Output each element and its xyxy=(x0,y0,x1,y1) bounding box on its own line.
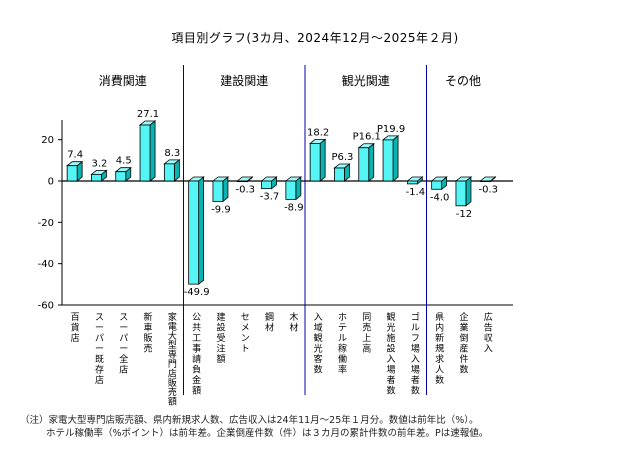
category-label: 新車販売 xyxy=(144,311,153,355)
group-label: 消費関連 xyxy=(99,73,147,88)
data-label: -0.3 xyxy=(235,185,255,196)
category-label: 同売上高 xyxy=(362,312,371,355)
data-label: P16.1 xyxy=(353,132,381,143)
category-label: 百貨店 xyxy=(71,312,80,344)
category-label: スーパー既存店 xyxy=(95,313,104,386)
data-label: 27.1 xyxy=(137,109,159,120)
y-tick-label: -40 xyxy=(38,259,54,270)
footnote-line-2: ホテル稼働率（%ポイント）は前年差。企業倒産件数（件）は３カ月の累計件数の前年差… xyxy=(46,428,489,439)
bar xyxy=(284,176,302,201)
category-label: ゴルフ場入場者数 xyxy=(411,311,420,397)
bar xyxy=(187,176,205,285)
chart-title: 項目別グラフ(3カ月、2024年12月～2025年２月) xyxy=(171,31,459,45)
bar xyxy=(114,166,132,182)
category-label: ホテル稼働率 xyxy=(338,312,347,376)
bar xyxy=(90,169,108,182)
category-label: 木材 xyxy=(289,311,298,334)
category-label: 鋼材 xyxy=(265,311,274,334)
bar xyxy=(260,176,278,190)
bar xyxy=(406,176,424,185)
category-label: 家電大型専門店販売額 xyxy=(168,311,177,408)
data-label: -49.9 xyxy=(184,287,210,298)
bar xyxy=(236,176,254,183)
category-label: 公共工事請負金額 xyxy=(192,312,201,397)
y-tick-label: 20 xyxy=(41,135,54,146)
bar xyxy=(138,120,157,182)
y-tick-label: -60 xyxy=(38,301,54,312)
bar xyxy=(357,142,375,182)
bar xyxy=(211,176,230,203)
category-label: 建設受注額 xyxy=(216,311,225,365)
data-label: -3.7 xyxy=(260,192,280,203)
data-label: -0.3 xyxy=(478,185,498,196)
bar xyxy=(333,163,351,182)
data-label: -8.9 xyxy=(284,202,304,213)
bar xyxy=(381,135,400,182)
data-label: -4.0 xyxy=(430,192,450,203)
data-label: 8.3 xyxy=(164,148,180,159)
category-label: セメント xyxy=(241,312,250,355)
group-label: 観光関連 xyxy=(342,74,390,88)
category-label: 広告収入 xyxy=(484,311,493,355)
bar xyxy=(454,176,473,207)
y-tick-label: 0 xyxy=(48,177,54,188)
data-label: -9.9 xyxy=(211,204,231,215)
bar xyxy=(309,138,327,182)
data-label: 7.4 xyxy=(67,150,83,161)
footnote: （注）家電大型専門店販売額、県内新規求人数、広告収入は24年11月～25年１月分… xyxy=(20,414,488,440)
data-label: 18.2 xyxy=(307,127,329,138)
group-label: 建設関連 xyxy=(220,73,268,88)
data-label: P6.3 xyxy=(331,152,353,163)
category-label: スーパー全店 xyxy=(119,313,128,376)
y-tick-label: -20 xyxy=(38,218,54,229)
footnote-line-1: （注）家電大型専門店販売額、県内新規求人数、広告収入は24年11月～25年１月分… xyxy=(20,415,479,426)
bar xyxy=(479,176,497,183)
data-label: 4.5 xyxy=(116,156,132,167)
category-label: 県内新規求人数 xyxy=(435,312,444,386)
category-label: 企業倒産件数 xyxy=(459,311,468,376)
bar xyxy=(66,160,84,182)
bar xyxy=(430,176,448,191)
data-label: -1.4 xyxy=(406,187,426,198)
data-label: -12 xyxy=(456,209,472,220)
data-label: 3.2 xyxy=(91,158,107,169)
category-label: 入域観光客数 xyxy=(314,312,323,376)
data-label: P19.9 xyxy=(377,124,405,135)
category-label: 観光施設入場者数 xyxy=(387,311,396,397)
group-label: その他 xyxy=(445,74,481,88)
bar xyxy=(163,159,181,182)
